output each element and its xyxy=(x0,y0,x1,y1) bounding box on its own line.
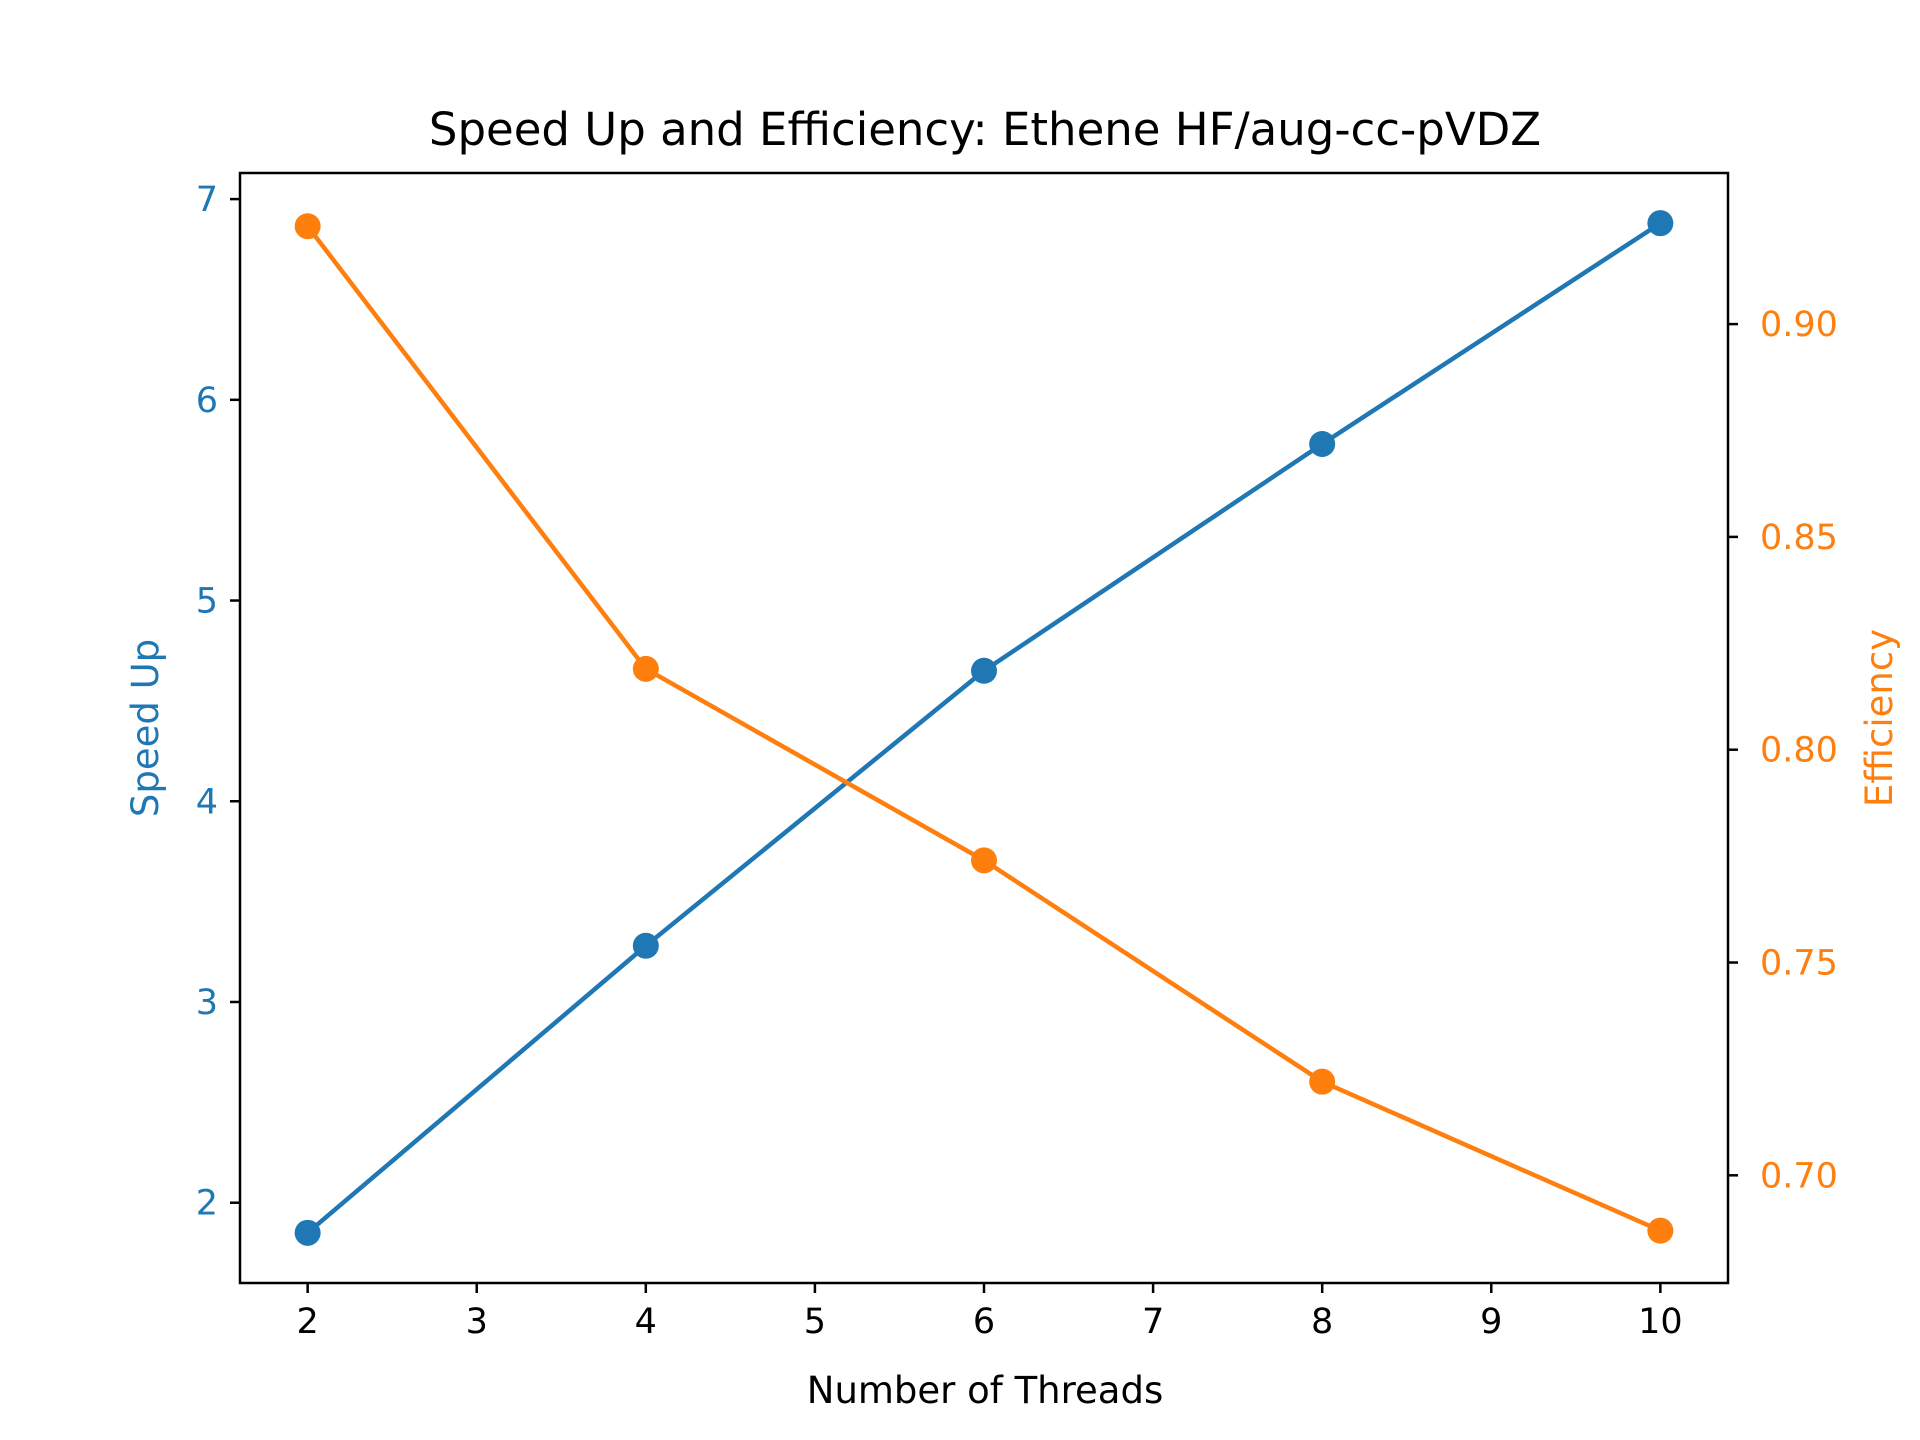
x-tick-label: 3 xyxy=(466,1302,488,1342)
x-tick-label: 10 xyxy=(1638,1302,1683,1342)
x-axis-ticks: 2 3 4 5 6 7 8 9 10 xyxy=(296,1283,1683,1342)
x-axis-title: Number of Threads xyxy=(807,1369,1163,1412)
efficiency-data-point xyxy=(294,213,321,240)
speed-up-series-line xyxy=(306,221,1662,1235)
left-axis-ticks: 2 3 4 5 6 7 xyxy=(196,180,240,1224)
speed-up-data-point xyxy=(294,1219,321,1246)
x-tick-label: 5 xyxy=(804,1302,826,1342)
right-tick-label: 0.80 xyxy=(1760,731,1838,771)
efficiency-data-point xyxy=(1309,1068,1336,1095)
left-tick-label: 7 xyxy=(196,180,218,220)
efficiency-data-point xyxy=(1647,1217,1674,1244)
left-tick-label: 3 xyxy=(196,983,218,1023)
left-tick-label: 4 xyxy=(196,782,218,822)
efficiency-data-point xyxy=(632,655,659,682)
right-axis-title: Efficiency xyxy=(1858,629,1901,807)
plot-layer xyxy=(294,210,1674,1246)
right-axis-ticks: 0.70 0.75 0.80 0.85 0.90 xyxy=(1728,305,1838,1196)
x-tick-label: 6 xyxy=(973,1302,995,1342)
plot-frame xyxy=(238,171,1730,1285)
speed-up-data-point xyxy=(971,657,997,684)
left-tick-label: 6 xyxy=(196,381,218,421)
efficiency-series-line xyxy=(305,224,1662,1233)
speed-up-data-point xyxy=(632,932,659,959)
left-tick-label: 5 xyxy=(196,582,218,622)
x-tick-label: 9 xyxy=(1480,1302,1502,1342)
speed-up-data-point xyxy=(1309,430,1336,457)
chart-title: Speed Up and Efficiency: Ethene HF/aug-c… xyxy=(429,103,1541,156)
left-tick-label: 2 xyxy=(196,1184,218,1224)
speed-up-data-point xyxy=(1647,210,1674,237)
x-tick-label: 2 xyxy=(296,1302,318,1342)
x-tick-label: 4 xyxy=(635,1302,657,1342)
x-tick-label: 7 xyxy=(1142,1302,1164,1342)
x-tick-label: 8 xyxy=(1311,1302,1333,1342)
right-tick-label: 0.70 xyxy=(1760,1156,1838,1196)
right-tick-label: 0.85 xyxy=(1760,518,1838,558)
right-tick-label: 0.75 xyxy=(1760,944,1838,984)
right-tick-label: 0.90 xyxy=(1760,305,1838,345)
left-axis-title: Speed Up xyxy=(124,639,167,817)
efficiency-data-point xyxy=(971,847,997,874)
